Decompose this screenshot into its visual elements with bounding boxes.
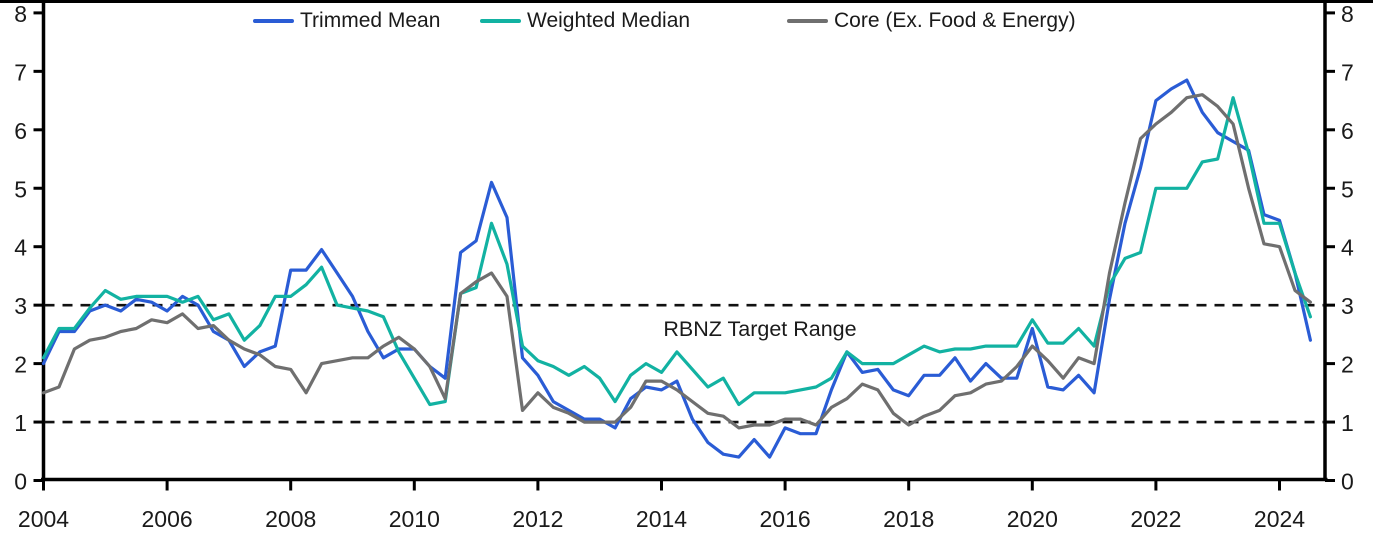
y-axis-tick-label-right: 7 — [1341, 59, 1354, 85]
y-axis-tick-label-right: 0 — [1341, 469, 1354, 495]
y-axis-tick-label-left: 2 — [14, 352, 27, 378]
y-axis-tick-label-right: 4 — [1341, 235, 1354, 261]
y-axis-tick-label-left: 3 — [14, 293, 27, 319]
y-axis-tick-label-left: 6 — [14, 118, 27, 144]
y-axis-tick-label-left: 8 — [14, 1, 27, 27]
x-axis-tick-label: 2010 — [389, 506, 440, 532]
y-axis-tick-label-left: 1 — [14, 410, 27, 436]
x-axis-tick-label: 2022 — [1130, 506, 1181, 532]
y-axis-tick-label-right: 8 — [1341, 1, 1354, 27]
x-axis-tick-label: 2014 — [636, 506, 687, 532]
series-line-0 — [41, 78, 1313, 459]
x-axis-tick-label: 2018 — [883, 506, 934, 532]
y-axis-tick-label-left: 4 — [14, 235, 27, 261]
x-axis-tick-label: 2004 — [18, 506, 69, 532]
y-axis-tick-label-right: 3 — [1341, 293, 1354, 319]
x-axis-tick-label: 2012 — [512, 506, 563, 532]
y-axis-tick-label-right: 2 — [1341, 352, 1354, 378]
y-axis-tick-label-left: 5 — [14, 176, 27, 202]
x-axis-tick-label: 2020 — [1007, 506, 1058, 532]
target-range-label: RBNZ Target Range — [663, 317, 856, 341]
y-axis-tick-label-right: 1 — [1341, 410, 1354, 436]
y-axis-tick-label-right: 6 — [1341, 118, 1354, 144]
x-axis-tick-label: 2008 — [265, 506, 316, 532]
x-axis-tick-label: 2006 — [142, 506, 193, 532]
y-axis-tick-label-right: 5 — [1341, 176, 1354, 202]
x-axis-tick-label: 2024 — [1254, 506, 1305, 532]
y-axis-tick-label-left: 0 — [14, 469, 27, 495]
x-axis-tick-label: 2016 — [760, 506, 811, 532]
series-line-2 — [41, 93, 1313, 430]
y-axis-tick-label-left: 7 — [14, 59, 27, 85]
